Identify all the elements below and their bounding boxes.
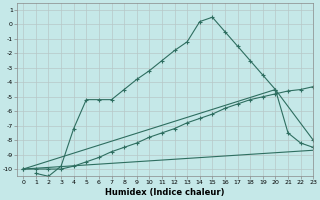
X-axis label: Humidex (Indice chaleur): Humidex (Indice chaleur) bbox=[105, 188, 225, 197]
